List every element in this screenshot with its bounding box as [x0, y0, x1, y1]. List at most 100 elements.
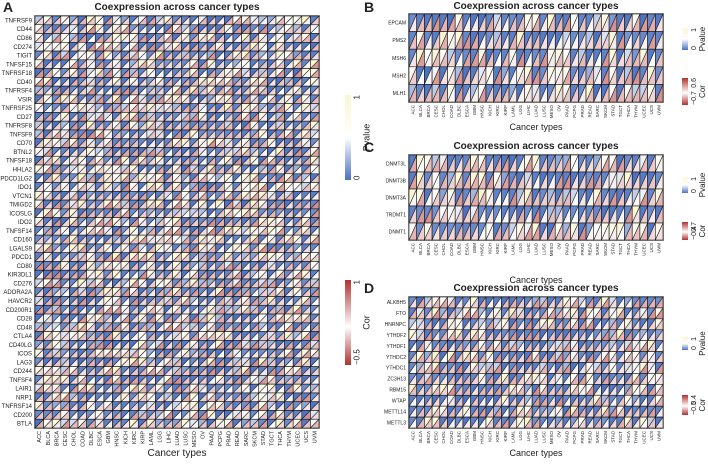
- heatmap-cell: [121, 244, 130, 253]
- heatmap-cell: [285, 253, 294, 262]
- heatmap-cell: [250, 226, 259, 235]
- heatmap-cell: [293, 147, 302, 156]
- heatmap-cell: [69, 42, 78, 51]
- heatmap-cell: [285, 69, 294, 78]
- heatmap-cell: [52, 209, 61, 218]
- heatmap-cell: [69, 121, 78, 130]
- heatmap-cell: [293, 218, 302, 227]
- heatmap-cell: [224, 121, 233, 130]
- heatmap-cell: [216, 42, 225, 51]
- heatmap-cell: [293, 165, 302, 174]
- heatmap-cell: [276, 244, 285, 253]
- heatmap-cell: [112, 130, 121, 139]
- heatmap-cell: [155, 191, 164, 200]
- heatmap-cell: [285, 25, 294, 34]
- heatmap-cell: [95, 139, 104, 148]
- heatmap-cell: [155, 147, 164, 156]
- heatmap-cell: [302, 200, 311, 209]
- heatmap-cell: [147, 95, 156, 104]
- heatmap-cell: [52, 253, 61, 262]
- heatmap-cell: [276, 209, 285, 218]
- heatmap-cell: [104, 121, 113, 130]
- heatmap-cell: [224, 77, 233, 86]
- heatmap-cell: [35, 139, 44, 148]
- heatmap-cell: [87, 60, 96, 69]
- heatmap-cell: [250, 104, 259, 113]
- heatmap-cell: [181, 235, 190, 244]
- heatmap-cell: [302, 42, 311, 51]
- heatmap-cell: [224, 60, 233, 69]
- heatmap-cell: [35, 60, 44, 69]
- heatmap-cell: [104, 165, 113, 174]
- heatmap-cell: [155, 25, 164, 34]
- heatmap-cell: [44, 16, 53, 25]
- heatmap-cell: [233, 253, 242, 262]
- heatmap-cell: [190, 69, 199, 78]
- heatmap-cell: [87, 139, 96, 148]
- heatmap-cell: [259, 25, 268, 34]
- heatmap-cell: [310, 209, 319, 218]
- heatmap-cell: [190, 261, 199, 270]
- heatmap-cell: [61, 51, 70, 60]
- heatmap-cell: [69, 209, 78, 218]
- heatmap-cell: [242, 69, 251, 78]
- heatmap-cell: [250, 261, 259, 270]
- heatmap-cell: [224, 42, 233, 51]
- heatmap-cell: [164, 226, 173, 235]
- heatmap-cell: [173, 86, 182, 95]
- heatmap-cell: [52, 218, 61, 227]
- heatmap-cell: [155, 95, 164, 104]
- heatmap-cell: [293, 51, 302, 60]
- heatmap-cell: [302, 174, 311, 183]
- heatmap-cell: [310, 34, 319, 43]
- heatmap-cell: [78, 60, 87, 69]
- heatmap-cell: [242, 174, 251, 183]
- heatmap-cell: [121, 183, 130, 192]
- heatmap-cell: [61, 261, 70, 270]
- heatmap-cell: [44, 104, 53, 113]
- heatmap-cell: [121, 156, 130, 165]
- heatmap-cell: [267, 209, 276, 218]
- heatmap-cell: [147, 139, 156, 148]
- heatmap-cell: [52, 130, 61, 139]
- row-label: TIGIT: [17, 54, 33, 60]
- heatmap-cell: [190, 42, 199, 51]
- row-label: CD86: [17, 36, 33, 42]
- heatmap-cell: [173, 253, 182, 262]
- heatmap-cell: [104, 218, 113, 227]
- heatmap-cell: [173, 16, 182, 25]
- heatmap-cell: [199, 235, 208, 244]
- heatmap-cell: [181, 104, 190, 113]
- heatmap-cell: [164, 147, 173, 156]
- heatmap-cell: [310, 261, 319, 270]
- heatmap-cell: [242, 25, 251, 34]
- heatmap-cell: [155, 244, 164, 253]
- heatmap-cell: [78, 121, 87, 130]
- heatmap-cell: [78, 200, 87, 209]
- heatmap-cell: [95, 121, 104, 130]
- heatmap-cell: [276, 226, 285, 235]
- heatmap-cell: [95, 77, 104, 86]
- heatmap-cell: [285, 121, 294, 130]
- heatmap-cell: [267, 42, 276, 51]
- heatmap-cell: [199, 77, 208, 86]
- heatmap-cell: [87, 130, 96, 139]
- heatmap-cell: [147, 165, 156, 174]
- heatmap-cell: [302, 235, 311, 244]
- heatmap-cell: [104, 86, 113, 95]
- heatmap-cell: [233, 51, 242, 60]
- heatmap-cell: [233, 34, 242, 43]
- heatmap-cell: [216, 244, 225, 253]
- heatmap-cell: [112, 253, 121, 262]
- heatmap-cell: [267, 25, 276, 34]
- heatmap-cell: [35, 16, 44, 25]
- heatmap-cell: [130, 226, 139, 235]
- heatmap-cell: [52, 69, 61, 78]
- heatmap-cell: [130, 51, 139, 60]
- heatmap-cell: [199, 174, 208, 183]
- heatmap-cell: [52, 16, 61, 25]
- heatmap-cell: [78, 174, 87, 183]
- heatmap-cell: [250, 86, 259, 95]
- heatmap-cell: [259, 69, 268, 78]
- heatmap-cell: [207, 130, 216, 139]
